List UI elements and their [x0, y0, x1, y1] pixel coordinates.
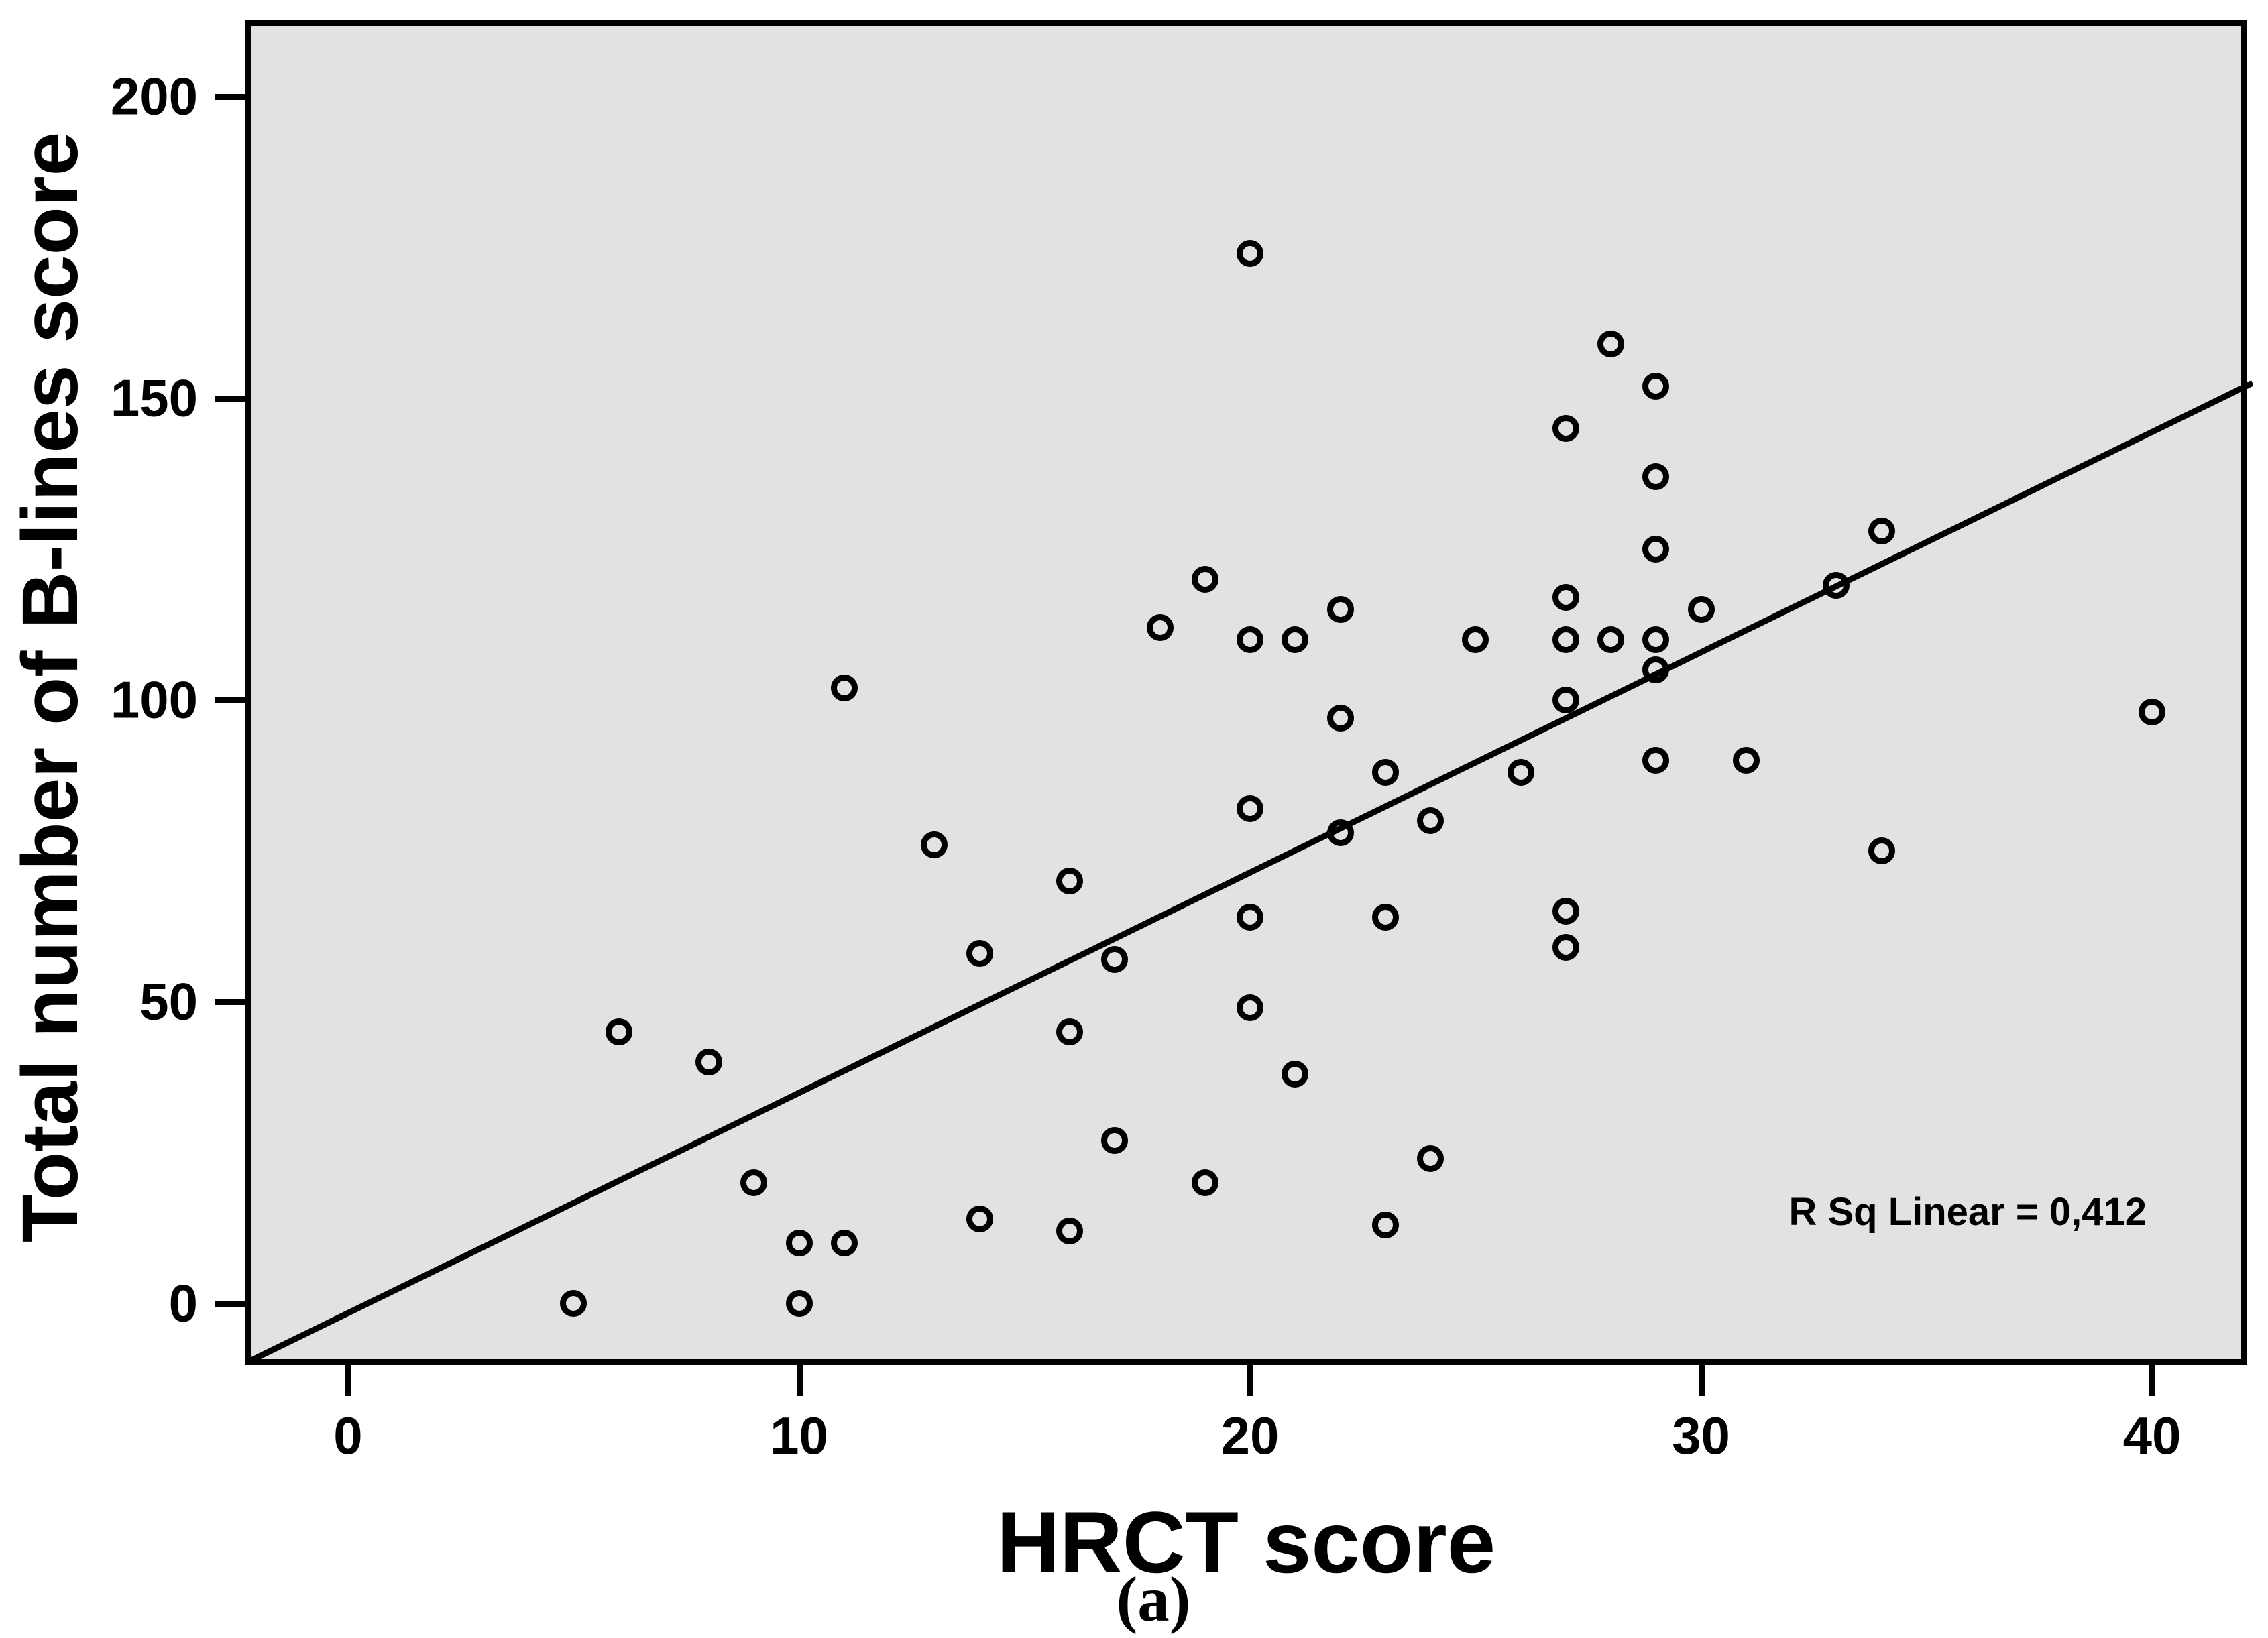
y-tick-label: 150 [110, 368, 198, 428]
data-point [1642, 373, 1670, 400]
data-point [1237, 240, 1263, 267]
data-point [1642, 656, 1670, 683]
data-point [1732, 747, 1760, 774]
data-point [1552, 687, 1579, 713]
data-point [1101, 946, 1129, 973]
data-point [1101, 1127, 1129, 1154]
x-tick-label: 10 [770, 1406, 828, 1465]
data-point [1642, 536, 1670, 563]
x-tick-mark [345, 1365, 351, 1396]
data-point [605, 1018, 632, 1045]
x-tick-label: 30 [1672, 1406, 1730, 1465]
data-point [1326, 596, 1354, 623]
data-point [1237, 795, 1263, 822]
data-point [1552, 626, 1579, 653]
y-tick-label: 200 [110, 66, 198, 126]
y-tick-mark [215, 697, 245, 703]
data-point [1417, 807, 1444, 834]
data-point [560, 1290, 587, 1317]
y-tick-label: 50 [139, 972, 198, 1031]
data-point [1507, 759, 1534, 786]
data-point [1237, 904, 1263, 931]
data-point [1371, 1212, 1399, 1238]
y-tick-mark [215, 1301, 245, 1307]
data-point [2139, 699, 2165, 725]
x-axis-title: HRCT score [996, 1493, 1496, 1591]
regression-line-layer [251, 380, 2253, 1363]
x-tick-label: 0 [333, 1406, 363, 1465]
data-point [1417, 1145, 1444, 1172]
data-point [1146, 614, 1174, 641]
data-point [1371, 904, 1399, 931]
data-point [1642, 463, 1670, 490]
data-point [1056, 1218, 1083, 1244]
data-point [1552, 584, 1579, 611]
data-point [1237, 626, 1263, 653]
data-point [785, 1230, 813, 1256]
data-point [1282, 626, 1309, 653]
data-point [1552, 415, 1579, 442]
data-point [966, 940, 993, 967]
data-point [1642, 626, 1670, 653]
r-squared-annotation: R Sq Linear = 0,412 [1789, 1190, 2147, 1234]
data-point [830, 675, 858, 701]
x-tick-mark [2149, 1365, 2155, 1396]
data-point [1687, 596, 1715, 623]
data-point [1191, 1169, 1218, 1196]
regression-line [251, 380, 2253, 1363]
data-point [830, 1230, 858, 1256]
figure-caption: (a) [1116, 1564, 1191, 1635]
data-point [1868, 837, 1895, 864]
data-point [1552, 934, 1579, 961]
data-point [1326, 819, 1354, 846]
x-tick-label: 40 [2122, 1406, 2181, 1465]
data-point [1056, 1018, 1083, 1045]
data-point [1282, 1061, 1309, 1088]
x-tick-mark [796, 1365, 803, 1396]
y-tick-label: 100 [110, 670, 198, 729]
data-point [1642, 747, 1670, 774]
y-tick-label: 0 [168, 1273, 198, 1333]
y-tick-mark [215, 94, 245, 100]
data-point [1191, 566, 1218, 593]
x-tick-mark [1698, 1365, 1705, 1396]
data-point [1237, 994, 1263, 1021]
data-point [1552, 898, 1579, 925]
x-tick-label: 20 [1221, 1406, 1280, 1465]
data-point [1462, 626, 1489, 653]
x-tick-mark [1247, 1365, 1253, 1396]
data-point [1371, 759, 1399, 786]
data-point [740, 1169, 768, 1196]
data-point [1868, 518, 1895, 544]
plot-area: 0 50 100 150 200 0 10 20 30 40 R Sq Linear = 0,41… [111, 20, 2253, 1465]
data-point [1326, 705, 1354, 732]
y-tick-mark [215, 396, 245, 402]
y-tick-mark [215, 999, 245, 1005]
data-point [921, 831, 948, 858]
data-point [1597, 626, 1624, 653]
data-point [785, 1290, 813, 1317]
data-point [1823, 572, 1850, 599]
data-point [1056, 868, 1083, 894]
data-point [695, 1049, 722, 1075]
data-point [1597, 331, 1624, 357]
data-point [966, 1206, 993, 1232]
